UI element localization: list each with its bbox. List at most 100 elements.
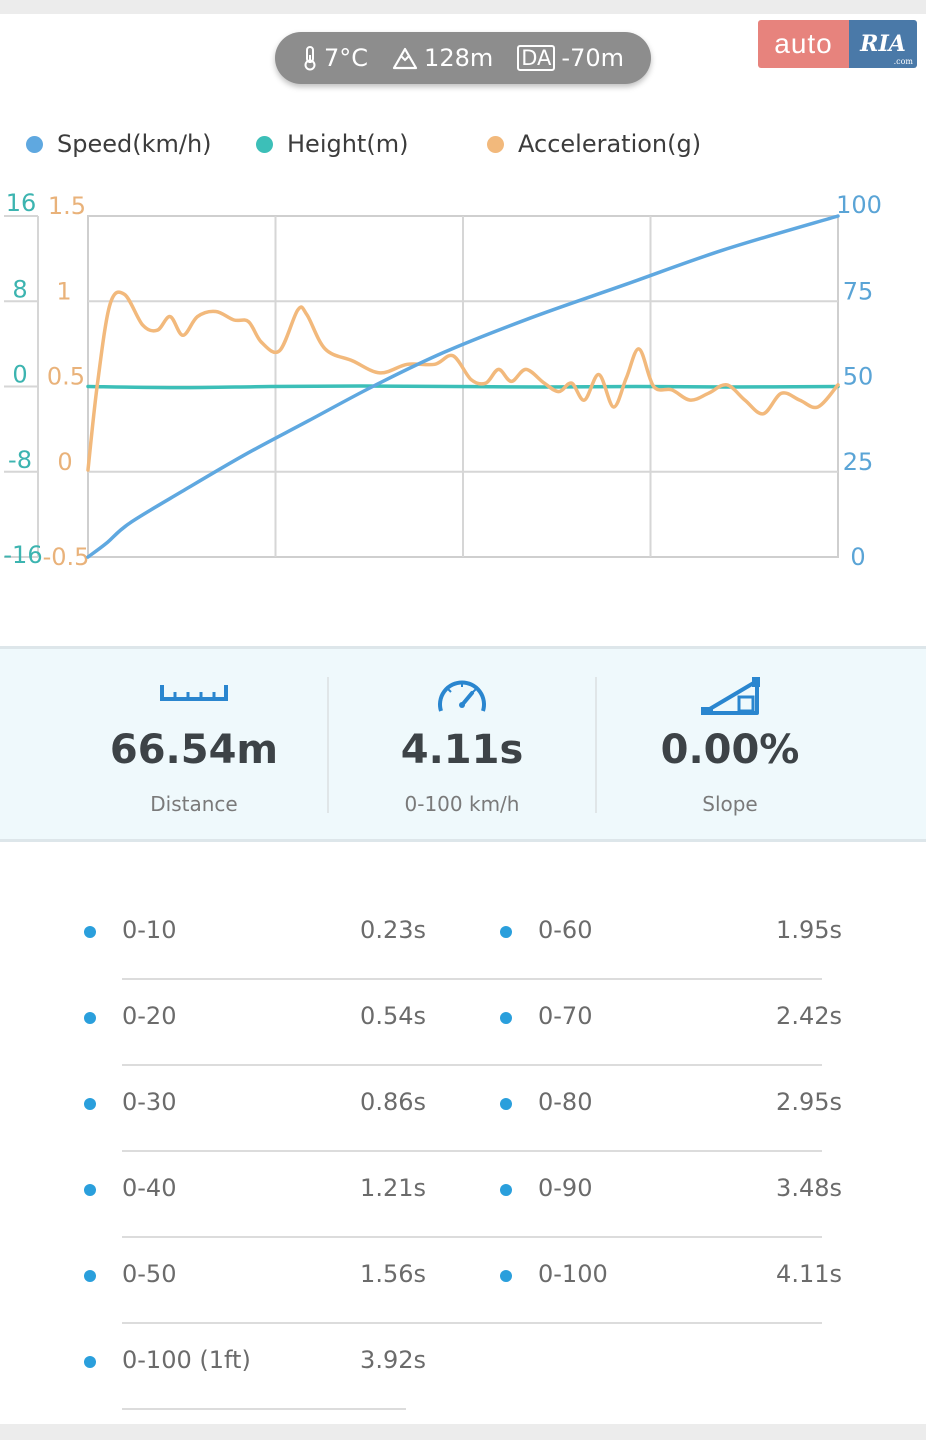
slope-icon [596, 675, 864, 717]
thermometer-icon [302, 45, 318, 71]
split-divider [122, 1150, 822, 1152]
stat-zero-to-hundred: 4.11s 0-100 km/h [328, 649, 596, 839]
split-label: 0-40 [122, 1174, 177, 1202]
split-label: 0-50 [122, 1260, 177, 1288]
acceleration-time-value: 4.11s [400, 727, 524, 773]
split-row: 0-70 2.42s [500, 986, 842, 1072]
split-bullet [500, 1012, 512, 1024]
chart-tick-labels: 16 8 0 -8 -16 1.5 1 0.5 0 -0.5 100 75 50 25 0 [3, 189, 882, 571]
split-divider [122, 1236, 822, 1238]
acceleration-tick-label: 0 [57, 448, 72, 476]
chart-series [86, 214, 840, 559]
speed-tick-label: 0 [850, 543, 865, 571]
split-label: 0-100 [538, 1260, 608, 1288]
legend-acceleration-dot [487, 135, 504, 153]
slope-label: Slope [702, 792, 758, 816]
split-bullet [84, 1012, 96, 1024]
split-bullet [500, 1098, 512, 1110]
split-time: 1.21s [360, 1174, 426, 1202]
split-divider [122, 978, 822, 980]
split-bullet [84, 1270, 96, 1282]
split-divider [122, 1064, 822, 1066]
stat-slope: 0.00% Slope [596, 649, 864, 839]
legend-acceleration[interactable]: Acceleration(g) [487, 130, 701, 158]
temperature-value: 7°C [324, 44, 369, 72]
ruler-icon [60, 675, 328, 717]
split-label: 0-30 [122, 1088, 177, 1116]
chart-legend: Speed(km/h) Height(m) Acceleration(g) [0, 130, 926, 162]
legend-height-dot [256, 135, 273, 153]
acceleration-time-label: 0-100 km/h [404, 792, 520, 816]
density-altitude-group: DA -70m [517, 44, 624, 72]
temperature-group: 7°C [302, 44, 368, 72]
split-bullet [500, 1270, 512, 1282]
split-row: 0-60 1.95s [500, 900, 842, 986]
logo-ria-text: RIA [860, 31, 906, 57]
split-label: 0-60 [538, 916, 593, 944]
distance-value: 66.54m [109, 727, 279, 773]
split-row: 0-10 0.23s [84, 900, 822, 986]
split-label: 0-10 [122, 916, 177, 944]
legend-speed-label: Speed(km/h) [57, 130, 212, 158]
speedometer-icon [328, 675, 596, 717]
split-row: 0-90 3.48s [500, 1158, 842, 1244]
split-time: 1.56s [360, 1260, 426, 1288]
split-row: 0-30 0.86s [84, 1072, 822, 1158]
legend-height-label: Height(m) [287, 130, 409, 158]
autoria-logo: auto RIA .com [758, 20, 917, 68]
split-time: 0.54s [360, 1002, 426, 1030]
speed-tick-label: 50 [843, 363, 874, 391]
stats-panel: 66.54m Distance 4.11s 0-100 km/h 0.00% S… [0, 646, 926, 842]
mountain-icon [392, 46, 418, 70]
stats-divider [595, 677, 597, 813]
performance-chart[interactable]: 16 8 0 -8 -16 1.5 1 0.5 0 -0.5 100 75 50 25 0 [0, 180, 926, 580]
legend-speed-dot [26, 135, 43, 153]
split-label: 0-70 [538, 1002, 593, 1030]
split-bullet [500, 1184, 512, 1196]
split-time: 0.23s [360, 916, 426, 944]
altitude-group: 128m [392, 44, 493, 72]
speed-tick-label: 100 [836, 191, 882, 219]
split-row: 0-20 0.54s [84, 986, 822, 1072]
logo-auto: auto [758, 20, 849, 68]
distance-label: Distance [150, 792, 238, 816]
logo-ria-suffix: .com [893, 57, 913, 66]
split-time: 2.95s [776, 1088, 842, 1116]
split-label: 0-100 (1ft) [122, 1346, 251, 1374]
acceleration-tick-label: 0.5 [47, 363, 85, 391]
split-bullet [500, 926, 512, 938]
split-label: 0-20 [122, 1002, 177, 1030]
split-bullet [84, 1356, 96, 1368]
logo-ria: RIA .com [849, 20, 917, 68]
split-row: 0-50 1.56s [84, 1244, 822, 1330]
split-row: 0-40 1.21s [84, 1158, 822, 1244]
stat-distance: 66.54m Distance [60, 649, 328, 839]
height-tick-label: 16 [6, 189, 37, 217]
split-label: 0-90 [538, 1174, 593, 1202]
split-divider [122, 1322, 822, 1324]
split-row: 0-100 4.11s [500, 1244, 842, 1330]
split-bullet [84, 926, 96, 938]
height-tick-label: 8 [12, 275, 27, 303]
conditions-pill: 7°C 128m DA -70m [275, 32, 651, 84]
legend-height[interactable]: Height(m) [256, 130, 408, 158]
split-label: 0-80 [538, 1088, 593, 1116]
height-tick-label: 0 [12, 361, 27, 389]
split-time: 0.86s [360, 1088, 426, 1116]
speed-tick-label: 25 [843, 448, 874, 476]
split-row: 0-80 2.95s [500, 1072, 842, 1158]
height-tick-label: -8 [8, 446, 32, 474]
legend-speed[interactable]: Speed(km/h) [26, 130, 212, 158]
da-badge: DA [517, 45, 556, 71]
legend-acceleration-label: Acceleration(g) [518, 130, 702, 158]
altitude-value: 128m [424, 44, 494, 72]
split-time: 4.11s [776, 1260, 842, 1288]
split-time: 3.48s [776, 1174, 842, 1202]
slope-value: 0.00% [660, 727, 800, 773]
split-time: 3.92s [360, 1346, 426, 1374]
acceleration-series-line [86, 290, 840, 472]
stats-divider [327, 677, 329, 813]
split-bullet [84, 1098, 96, 1110]
split-time: 1.95s [776, 916, 842, 944]
density-altitude-value: -70m [561, 44, 624, 72]
